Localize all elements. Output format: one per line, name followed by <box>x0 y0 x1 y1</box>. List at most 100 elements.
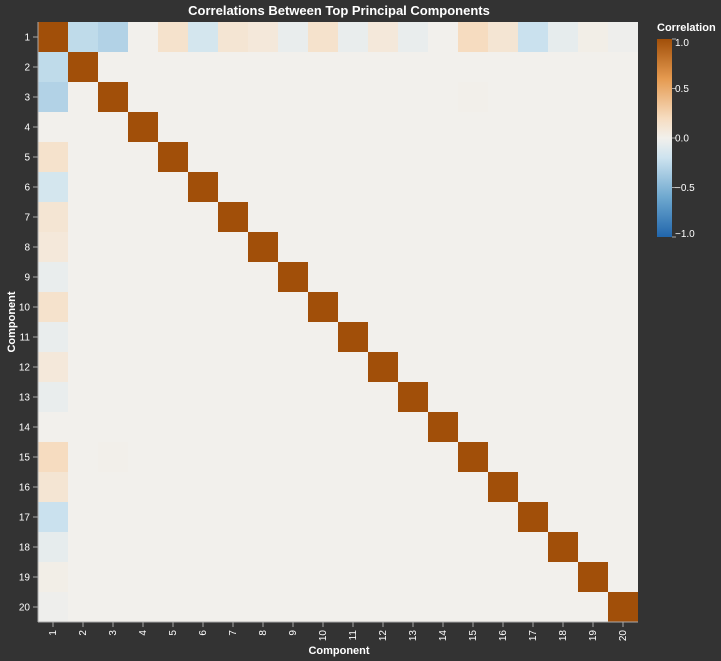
x-tick-label-11: 11 <box>348 630 359 641</box>
heatmap-cell-9-7 <box>218 262 248 292</box>
heatmap-cell-19-1 <box>38 562 68 592</box>
heatmap-cell-15-16 <box>488 442 518 472</box>
heatmap-cell-8-12 <box>368 232 398 262</box>
heatmap-cell-11-10 <box>308 322 338 352</box>
y-tick-label-7: 7 <box>24 213 30 224</box>
heatmap-cell-10-10 <box>308 292 338 322</box>
heatmap-cell-14-14 <box>428 412 458 442</box>
heatmap-cell-19-10 <box>308 562 338 592</box>
heatmap-cell-19-15 <box>458 562 488 592</box>
heatmap-cell-8-10 <box>308 232 338 262</box>
heatmap-cell-6-17 <box>518 172 548 202</box>
heatmap-cell-18-3 <box>98 532 128 562</box>
heatmap-cell-10-15 <box>458 292 488 322</box>
heatmap-cell-9-17 <box>518 262 548 292</box>
heatmap-cell-4-4 <box>128 112 158 142</box>
heatmap-cell-3-19 <box>578 82 608 112</box>
x-tick-label-5: 5 <box>168 630 179 636</box>
heatmap-cell-9-16 <box>488 262 518 292</box>
heatmap-cell-1-2 <box>68 22 98 52</box>
heatmap-cell-5-4 <box>128 142 158 172</box>
x-tick-label-13: 13 <box>408 630 419 642</box>
heatmap-cell-6-6 <box>188 172 218 202</box>
heatmap-cell-4-10 <box>308 112 338 142</box>
heatmap-cell-13-17 <box>518 382 548 412</box>
heatmap-cell-12-4 <box>128 352 158 382</box>
heatmap-cell-3-12 <box>368 82 398 112</box>
heatmap-cell-9-10 <box>308 262 338 292</box>
heatmap-cell-20-14 <box>428 592 458 622</box>
heatmap-cell-16-14 <box>428 472 458 502</box>
heatmap-cell-7-10 <box>308 202 338 232</box>
heatmap-cell-20-1 <box>38 592 68 622</box>
heatmap-cell-15-7 <box>218 442 248 472</box>
heatmap-cell-16-4 <box>128 472 158 502</box>
heatmap-cells <box>38 22 638 622</box>
heatmap-cell-16-5 <box>158 472 188 502</box>
heatmap-cell-19-6 <box>188 562 218 592</box>
heatmap-cell-5-14 <box>428 142 458 172</box>
heatmap-cell-3-2 <box>68 82 98 112</box>
heatmap-cell-2-17 <box>518 52 548 82</box>
legend-label-0.5: 0.5 <box>675 84 689 95</box>
heatmap-cell-8-4 <box>128 232 158 262</box>
heatmap-cell-3-15 <box>458 82 488 112</box>
heatmap-cell-18-19 <box>578 532 608 562</box>
x-tick-label-2: 2 <box>78 630 89 636</box>
heatmap-cell-5-20 <box>608 142 638 172</box>
heatmap-cell-5-13 <box>398 142 428 172</box>
heatmap-cell-8-14 <box>428 232 458 262</box>
heatmap-cell-16-17 <box>518 472 548 502</box>
heatmap-cell-11-8 <box>248 322 278 352</box>
heatmap-cell-2-20 <box>608 52 638 82</box>
heatmap-cell-19-13 <box>398 562 428 592</box>
heatmap-cell-8-6 <box>188 232 218 262</box>
heatmap-cell-19-9 <box>278 562 308 592</box>
heatmap-cell-3-8 <box>248 82 278 112</box>
heatmap-cell-18-7 <box>218 532 248 562</box>
heatmap-cell-10-9 <box>278 292 308 322</box>
heatmap-cell-7-17 <box>518 202 548 232</box>
heatmap-cell-18-9 <box>278 532 308 562</box>
heatmap-cell-14-6 <box>188 412 218 442</box>
heatmap-cell-13-10 <box>308 382 338 412</box>
x-axis-title: Component <box>308 645 369 657</box>
heatmap-cell-3-10 <box>308 82 338 112</box>
y-tick-label-12: 12 <box>19 363 31 374</box>
heatmap-cell-18-10 <box>308 532 338 562</box>
heatmap-cell-10-11 <box>338 292 368 322</box>
heatmap-cell-14-19 <box>578 412 608 442</box>
heatmap-cell-15-9 <box>278 442 308 472</box>
heatmap-cell-17-12 <box>368 502 398 532</box>
heatmap-cell-12-11 <box>338 352 368 382</box>
color-legend: Correlation 1.0 0.5 0.0 −0.5 −1.0 <box>657 22 716 240</box>
heatmap-cell-10-2 <box>68 292 98 322</box>
heatmap-cell-1-9 <box>278 22 308 52</box>
x-tick-label-3: 3 <box>108 630 119 636</box>
heatmap-cell-18-12 <box>368 532 398 562</box>
heatmap-cell-16-10 <box>308 472 338 502</box>
heatmap-cell-4-6 <box>188 112 218 142</box>
heatmap-cell-6-8 <box>248 172 278 202</box>
heatmap-cell-9-2 <box>68 262 98 292</box>
heatmap-cell-14-13 <box>398 412 428 442</box>
heatmap-cell-17-19 <box>578 502 608 532</box>
y-tick-label-11: 11 <box>20 333 31 344</box>
heatmap-cell-5-8 <box>248 142 278 172</box>
heatmap-cell-6-16 <box>488 172 518 202</box>
heatmap-cell-6-15 <box>458 172 488 202</box>
heatmap-cell-19-16 <box>488 562 518 592</box>
heatmap-cell-17-17 <box>518 502 548 532</box>
heatmap-cell-13-5 <box>158 382 188 412</box>
x-tick-label-14: 14 <box>438 630 449 642</box>
heatmap-cell-17-10 <box>308 502 338 532</box>
heatmap-cell-10-18 <box>548 292 578 322</box>
heatmap-cell-12-18 <box>548 352 578 382</box>
heatmap-cell-13-8 <box>248 382 278 412</box>
heatmap-cell-13-3 <box>98 382 128 412</box>
heatmap-cell-5-18 <box>548 142 578 172</box>
heatmap-cell-4-5 <box>158 112 188 142</box>
heatmap-cell-9-11 <box>338 262 368 292</box>
heatmap-cell-8-20 <box>608 232 638 262</box>
heatmap-cell-14-11 <box>338 412 368 442</box>
